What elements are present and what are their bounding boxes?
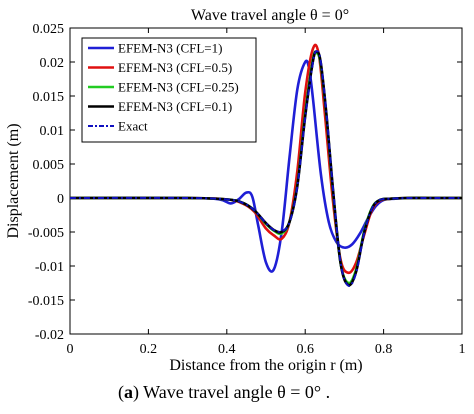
y-tick-label: 0.005 xyxy=(33,158,65,173)
y-tick-label: 0.01 xyxy=(40,124,65,139)
x-tick-label: 0.2 xyxy=(140,342,158,357)
legend-label: EFEM-N3 (CFL=1) xyxy=(118,41,222,56)
caption-prefix: ( xyxy=(118,382,124,403)
legend: EFEM-N3 (CFL=1) EFEM-N3 (CFL=0.5) EFEM-N3 … xyxy=(81,37,257,143)
y-tick-label: 0 xyxy=(57,192,64,207)
chart-title: Wave travel angle θ = 0° xyxy=(191,7,349,24)
y-tick-label: -0.005 xyxy=(28,226,64,241)
y-axis-label: Displacement (m) xyxy=(5,123,22,238)
y-tick-label: -0.01 xyxy=(35,260,64,275)
x-tick-label: 0.4 xyxy=(218,342,236,357)
legend-label: EFEM-N3 (CFL=0.1) xyxy=(118,99,232,114)
y-tick-label: 0.02 xyxy=(40,56,65,71)
series-line-4 xyxy=(69,50,462,288)
legend-box xyxy=(81,37,257,143)
x-tick-label: 0 xyxy=(67,342,74,357)
y-tick-label: -0.02 xyxy=(35,328,64,343)
y-tick-label: 0.025 xyxy=(33,22,65,37)
caption-letter: a xyxy=(124,382,133,402)
x-tick-label: 0.8 xyxy=(375,342,393,357)
axes: 0 0.2 0.4 0.6 0.8 1 -0.02 -0.015 -0.01 -0.005 0 0.0… xyxy=(28,22,466,357)
x-tick-label: 1 xyxy=(459,342,466,357)
x-tick-label: 0.6 xyxy=(296,342,314,357)
figure-caption: (a) Wave travel angle θ = 0° . xyxy=(118,382,330,403)
caption-suffix: ) Wave travel angle θ = 0° . xyxy=(133,382,330,403)
series-lines xyxy=(69,43,462,288)
y-tick-label: -0.015 xyxy=(28,294,64,309)
x-axis-label: Distance from the origin r (m) xyxy=(169,357,362,374)
y-tick-label: 0.015 xyxy=(33,90,65,105)
legend-label: EFEM-N3 (CFL=0.5) xyxy=(118,60,232,75)
legend-label: Exact xyxy=(118,119,148,134)
legend-label: EFEM-N3 (CFL=0.25) xyxy=(118,80,239,95)
